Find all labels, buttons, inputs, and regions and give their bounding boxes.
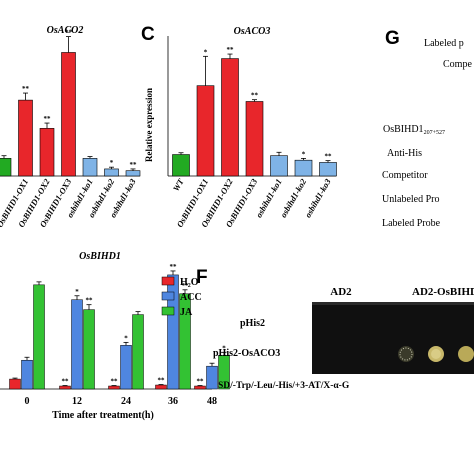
legend-label-ja: JA [180, 307, 193, 318]
osaco2-bar-osbihd1-ox1 [18, 99, 33, 177]
osaco2-title: OsACO2 [47, 25, 84, 36]
osbihd1-bar-acc-12h-sig: * [75, 288, 79, 296]
osaco3-title: OsACO3 [234, 26, 271, 37]
osbihd1-xtick-24: 24 [121, 396, 131, 407]
osaco2-sig-osbihd1-ko2: * [110, 159, 114, 167]
yeast-plate [312, 302, 474, 374]
osbihd1-bar-h2o-12h-sig: ** [62, 378, 70, 386]
osbihd1-bar-ja-0h [33, 284, 45, 390]
y1h-medium-caption: SD/-Trp/-Leu/-His/+3-AT/X-α-G [218, 381, 350, 391]
legend-swatch-ja [161, 306, 175, 316]
osbihd1-xtick-12: 12 [72, 396, 82, 407]
osbihd1-bar-h2o-24h-sig: ** [111, 378, 119, 386]
osbihd1-bar-ja-12h-sig: ** [86, 297, 94, 305]
y1h-col-ad2-bihd1: AD2-OsBIHD1 [412, 286, 474, 298]
osbihd1-bar-ja-24h [132, 314, 144, 390]
panel-g-row-bihd1: OsBIHD1207+527 [383, 124, 445, 136]
osaco3-bar-osbihd1-ko1 [270, 155, 288, 177]
osaco3-chart: C OsACO3 Relative expression WT*OsBIHD1-… [141, 24, 337, 229]
osaco3-bar-osbihd1-ox2 [221, 58, 239, 177]
legend-swatch-acc [161, 291, 175, 301]
osaco2-sig-osbihd1-ko3: ** [130, 161, 138, 169]
osaco3-sig-osbihd1-ko2: * [302, 150, 306, 158]
panel-g-row-labeled: Labeled Probe [382, 218, 441, 229]
panel-g-header-1: Labeled p [424, 38, 464, 49]
osaco3-sig-osbihd1-ox3: ** [251, 92, 259, 100]
osaco2-sig-osbihd1-ox3: ** [65, 29, 73, 37]
osbihd1-bar-acc-48h [206, 365, 218, 390]
panel-g-row-bihd1-label: OsBIHD1 [383, 124, 424, 135]
yeast-plate-edge [312, 302, 474, 305]
osbihd1-bar-h2o-24h [108, 385, 120, 390]
panel-label-c: C [141, 24, 155, 45]
osaco3-bar-osbihd1-ko3 [319, 162, 337, 177]
legend-label-h2o: H₂O [180, 277, 199, 288]
osbihd1-chart: OsBIHD1 Time after treatment(h) 0*****12… [0, 251, 230, 421]
osaco2-bar-osbihd1-ko1 [82, 158, 98, 177]
colony-dilution-1-texture [399, 347, 413, 361]
panel-g-row-bihd1-suffix: 207+527 [424, 130, 445, 136]
osbihd1-bar-h2o-48h-sig: ** [197, 378, 205, 386]
yeast-colonies [398, 346, 474, 362]
y1h-col-ad2: AD2 [330, 286, 352, 298]
osaco3-sig-osbihd1-ko3: ** [325, 153, 333, 161]
osaco3-sig-osbihd1-ox1: * [204, 48, 208, 56]
osbihd1-bar-acc-36h-sig: ** [170, 263, 178, 271]
legend-swatch-h2o [161, 276, 175, 286]
osbihd1-bar-acc-24h [120, 345, 132, 390]
osbihd1-bar-acc-0h [21, 359, 33, 390]
osaco2-bar-osbihd1-ko3 [125, 170, 141, 177]
panel-label-f: F [196, 267, 208, 288]
osbihd1-legend: H₂O ACC JA [161, 276, 202, 318]
osbihd1-bar-ja-12h [83, 309, 95, 390]
osaco3-bar-wt [172, 154, 190, 177]
panel-g-header-2: Compe [443, 59, 472, 70]
osbihd1-bar-acc-24h-sig: * [124, 334, 128, 342]
panel-f: F AD2 AD2-OsBIHD1 pHis2 pHis2-OsACO3 SD/… [196, 267, 474, 391]
osbihd1-bar-h2o-12h [59, 385, 71, 390]
panel-g: G Labeled p Compe OsBIHD1207+527 Anti-Hi… [382, 28, 472, 229]
osbihd1-xlabel: Time after treatment(h) [52, 410, 154, 421]
osaco3-bar-osbihd1-ko2 [294, 159, 313, 177]
osaco2-bar-osbihd1-ox3 [61, 52, 76, 177]
osaco2-sig-osbihd1-ox1: ** [22, 85, 30, 93]
osaco2-bar-osbihd1-ko2 [104, 168, 119, 177]
osbihd1-bar-h2o-36h-sig: ** [158, 377, 166, 385]
osaco2-chart: OsACO2 **OsBIHD1-OX1**OsBIHD1-OX2**OsBIH… [0, 25, 141, 229]
osbihd1-bar-h2o-48h [194, 385, 206, 390]
osbihd1-xtick-48: 48 [207, 396, 217, 407]
osaco3-ylabel: Relative expression [144, 88, 154, 162]
panel-label-g: G [385, 28, 400, 49]
osaco3-xtick-wt: WT [171, 176, 186, 193]
osbihd1-bar-h2o-36h [155, 384, 167, 390]
osaco3-sig-osbihd1-ox2: ** [227, 46, 235, 54]
osbihd1-xtick-0: 0 [25, 396, 30, 407]
panel-g-row-antihis: Anti-His [387, 148, 422, 159]
panel-g-row-competitor: Competitor [382, 170, 428, 181]
osaco2-sig-osbihd1-ox2: ** [44, 115, 52, 123]
osaco2-bar-osbihd1-ox2 [39, 128, 55, 177]
colony-dilution-3 [458, 346, 474, 362]
osaco2-bar-wt [0, 158, 12, 177]
osbihd1-bar-h2o-0h [9, 378, 21, 390]
y1h-row-phis2: pHis2 [240, 318, 265, 329]
osbihd1-bar-ja-36h-sig: ** [182, 282, 190, 290]
osbihd1-bar-ja-48h-sig: * [222, 344, 226, 352]
colony-dilution-2-core [431, 349, 441, 359]
osbihd1-bar-acc-12h [71, 299, 83, 390]
osbihd1-xtick-36: 36 [168, 396, 178, 407]
y1h-row-phis2-osaco3: pHis2-OsACO3 [213, 348, 280, 359]
osaco3-bar-osbihd1-ox3 [245, 101, 264, 177]
legend-label-acc: ACC [180, 292, 202, 303]
osbihd1-title: OsBIHD1 [79, 251, 121, 262]
panel-g-row-unlabeled: Unlabeled Pro [382, 194, 440, 205]
osaco3-bar-osbihd1-ox1 [196, 85, 215, 177]
